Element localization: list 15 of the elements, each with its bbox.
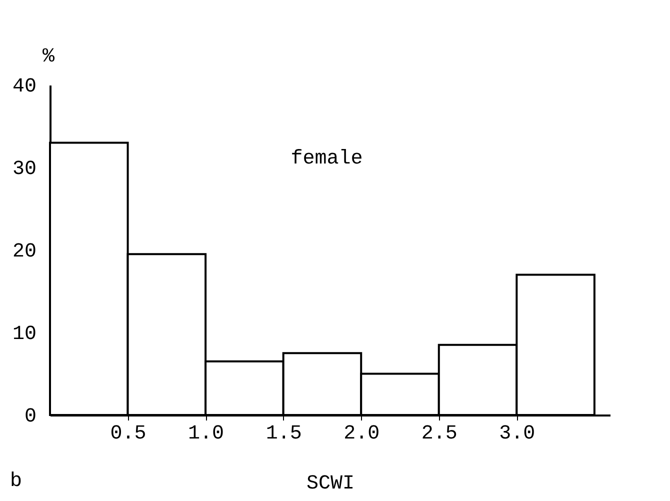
- y-tick-label: 20: [12, 240, 36, 264]
- annotation: female: [290, 148, 363, 171]
- x-tick-label: 1.0: [188, 422, 224, 446]
- x-axis-title: SCWI: [306, 472, 355, 496]
- y-tick-label: 0: [24, 406, 36, 428]
- x-tick-label: 3.0: [499, 422, 536, 446]
- y-tick-label: 30: [12, 158, 36, 181]
- x-tick-label: 2.0: [344, 422, 380, 446]
- x-tick-label: 0.5: [110, 422, 146, 446]
- y-tick-label: 40: [12, 76, 36, 98]
- y-tick-label: 10: [12, 323, 36, 346]
- text: b: [10, 470, 22, 493]
- y-axis-title: %: [42, 46, 56, 68]
- x-tick-label: 1.5: [266, 422, 302, 446]
- x-tick-label: 2.5: [421, 422, 458, 446]
